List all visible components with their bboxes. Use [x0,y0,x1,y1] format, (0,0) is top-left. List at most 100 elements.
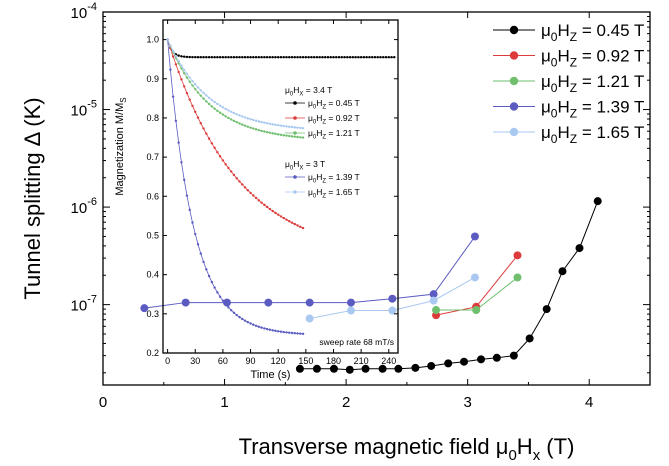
inset-curve-point [188,208,191,212]
inset-curve-point [199,122,202,125]
inset-curve-point [238,315,241,319]
inset-curve-point [296,224,299,227]
inset-curve-point [348,56,352,59]
text-part: = 1.65 T [577,123,644,142]
inset-curve-point [188,98,191,101]
text-part: = 0.45 T [577,21,644,40]
inset-curve-point [171,55,175,58]
inset-curve-1 [166,38,305,230]
inset-curve-point [252,118,255,122]
inset-curve-point [368,56,371,59]
inset-legend-label: μ0HZ = 0.45 T [308,98,360,111]
inset-curve-point [318,56,321,59]
inset-curve-point [293,56,296,59]
y-tick-exponent: -7 [87,294,97,306]
data-point [432,306,441,315]
inset-curve-point [210,280,214,284]
inset-curve-point [252,323,255,326]
inset-legend-label: μ0HZ = 0.92 T [308,113,360,126]
inset-curve-point [310,56,313,59]
inset-curve-point [260,201,263,204]
data-point [470,273,479,282]
inset-curve-point [213,100,216,104]
text-part: 0 [551,107,558,121]
inset-curve-point [337,56,341,59]
inset-curve-point [241,56,244,59]
inset-plot: 0 30 60 90 120 150 180 210 240 0.2 0.3 0.4 0.5 0.6 0.7… [114,19,399,381]
inset-curve-point [182,68,186,72]
series-4 [305,273,479,323]
data-point [542,305,551,314]
data-point [429,296,438,305]
inset-curve-point [194,110,197,114]
inset-curve-point [249,56,252,59]
inset-curve-point [243,186,247,189]
series-0 [295,197,602,374]
text-part: μ [541,123,551,142]
inset-curve-point [177,70,180,74]
text-part: = 1.39 T [577,98,644,117]
y-tick-exponent: -4 [87,1,97,13]
inset-curve-point [293,135,296,138]
inset-curve-point [359,56,363,59]
inset-curve-point [382,56,385,59]
inset-curve-point [265,327,269,331]
inset-y-tick-label: 0.5 [146,230,159,240]
data-point [305,298,314,307]
text-part: 0 [551,30,558,44]
inset-curve-point [243,116,247,119]
inset-curve-point [227,166,230,170]
inset-curve-point [207,102,211,106]
inset-curve-point [301,332,305,336]
data-point [477,355,486,364]
inset-y-tick-label: 1.0 [146,35,159,45]
x-tick-label: 0 [99,394,107,411]
inset-curve-point [387,56,390,59]
inset-curve-point [182,55,186,58]
inset-curve-point [218,56,222,59]
inset-curve-point [351,56,355,59]
inset-curve-point [207,274,211,278]
inset-curve-point [213,107,216,110]
inset-curve-point [246,125,249,128]
data-point [345,365,354,374]
text-part: Z [322,194,326,200]
inset-curve-point [229,56,233,59]
data-point [427,361,436,370]
inset-curve-point [293,332,296,335]
inset-curve-point [196,55,200,59]
inset-curve-point [282,56,285,59]
inset-legend-header: μ0HX = 3.4 T [285,85,332,98]
inset-curve-point [243,319,247,322]
inset-curve-point [257,128,261,132]
inset-curve-point [229,110,233,113]
inset-curve-point [254,128,258,131]
inset-curve-point [229,309,233,312]
inset-curve-point [276,330,280,333]
inset-curve-point [235,313,238,317]
inset-curve-point [279,330,283,333]
inset-curve-point [252,194,255,197]
data-point [492,353,501,362]
text-part: Z [570,56,577,70]
inset-curve-point [285,125,288,128]
inset-curve-point [238,114,241,117]
inset-curve-point [301,56,305,59]
inset-curve-point [232,311,236,314]
inset-curve-point [169,68,172,71]
inset-curve-point [249,117,252,121]
inset-curve-point [202,91,205,95]
text-part: Z [570,30,577,44]
text-part: = 0.92 T [326,113,360,123]
inset-curve-point [332,56,335,59]
inset-y-tick-label: 0.2 [146,348,159,358]
text-part: X [299,166,303,172]
inset-curve-point [177,59,180,63]
inset-curve-point [227,109,230,112]
inset-curve-point [271,56,274,59]
data-point [346,306,355,315]
inset-curve-point [279,56,283,59]
text-part: Transverse magnetic field μ [239,434,509,459]
inset-curve-point [202,97,205,100]
inset-curve-point [265,56,269,59]
